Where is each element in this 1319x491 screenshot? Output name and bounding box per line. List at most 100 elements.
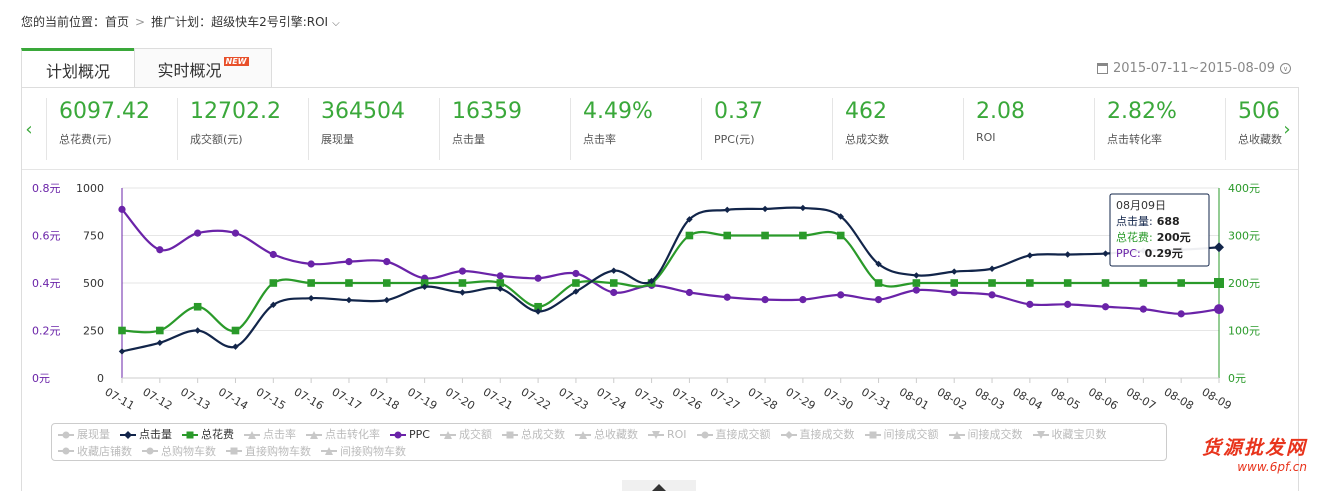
metric-total-favorites[interactable]: 506 总收藏数 <box>1225 98 1283 160</box>
metric-value: 16359 <box>452 99 522 124</box>
tooltip-row: 总花费: 200元 <box>1116 230 1191 244</box>
legend-item[interactable]: 收藏宝贝数 <box>1032 427 1107 442</box>
x-tick-label: 08-08 <box>1162 385 1196 412</box>
chevron-down-icon[interactable]: ⌵ <box>332 18 340 29</box>
metric-label: 点击量 <box>452 133 485 146</box>
legend-label: PPC <box>409 428 430 441</box>
ppc-point <box>950 288 958 297</box>
clicks-axis-tick-label: 750 <box>83 230 104 243</box>
legend-marker-icon <box>226 447 242 455</box>
metric-ppc[interactable]: 0.37 PPC(元) <box>701 98 763 160</box>
ppc-point <box>1064 300 1072 308</box>
metric-label: 展现量 <box>321 133 354 146</box>
cost-axis-tick-label: 300元 <box>1228 230 1260 243</box>
ppc-point <box>458 267 467 275</box>
legend-item[interactable]: 总成交数 <box>501 427 565 442</box>
legend-item[interactable]: 总花费 <box>182 427 234 442</box>
ppc-point <box>269 250 277 259</box>
legend-item[interactable]: 间接成交额 <box>864 427 939 442</box>
clicks-point <box>345 296 353 304</box>
legend-marker-icon <box>142 447 158 455</box>
cost-point <box>420 279 429 287</box>
watermark: 货源批发网 www.6pf.cn <box>1202 433 1307 474</box>
cost-point <box>534 302 542 311</box>
legend-item[interactable]: 直接成交数 <box>780 427 855 442</box>
clicks-point <box>307 295 315 302</box>
cost-point <box>382 279 391 287</box>
legend-item[interactable]: PPC <box>390 427 430 442</box>
tab-realtime-overview[interactable]: 实时概况 NEW <box>134 48 272 88</box>
clicks-point <box>988 265 996 272</box>
x-tick-label: 08-01 <box>897 385 931 412</box>
metric-total-orders[interactable]: 462 总成交数 <box>832 98 889 160</box>
x-tick-label: 07-26 <box>670 385 704 412</box>
x-tick-label: 07-20 <box>443 385 477 412</box>
legend-item[interactable]: 点击率 <box>244 427 296 442</box>
cost-point <box>1214 278 1224 288</box>
clicks-point <box>534 308 542 315</box>
watermark-url: www.6pf.cn <box>1237 460 1307 474</box>
metric-roi[interactable]: 2.08 ROI <box>963 98 1025 160</box>
x-tick-label: 07-16 <box>292 385 326 412</box>
x-tick-label: 07-18 <box>367 385 401 412</box>
ppc-point <box>383 258 391 266</box>
ppc-point <box>231 229 240 237</box>
legend-item[interactable]: 直接购物车数 <box>226 444 311 459</box>
ppc-point <box>1214 304 1224 315</box>
new-badge: NEW <box>223 57 249 66</box>
tab-realtime-overview-label: 实时概况 <box>157 60 222 80</box>
breadcrumb-label: 您的当前位置： <box>21 15 106 29</box>
clicks-point <box>724 206 731 214</box>
legend-marker-icon <box>647 430 664 439</box>
metric-conversion-rate[interactable]: 2.82% 点击转化率 <box>1094 98 1177 160</box>
metric-total-cost[interactable]: 6097.42 总花费(元) <box>46 98 150 160</box>
date-range-picker[interactable]: 2015-07-11~2015-08-09 ∨ <box>1097 61 1291 76</box>
legend-item[interactable]: ROI <box>647 427 687 442</box>
legend-marker-icon <box>696 431 713 438</box>
legend-item[interactable]: 成交额 <box>439 427 492 442</box>
legend-item[interactable]: 总购物车数 <box>142 444 216 459</box>
metric-value: 506 <box>1238 99 1280 124</box>
x-tick-label: 07-23 <box>556 385 590 412</box>
metric-value: 6097.42 <box>59 99 150 124</box>
cost-point <box>874 279 883 287</box>
ppc-point <box>685 288 694 297</box>
metric-ctr[interactable]: 4.49% 点击率 <box>570 98 653 160</box>
legend-item[interactable]: 点击量 <box>120 427 172 442</box>
metric-clicks[interactable]: 16359 点击量 <box>439 98 522 160</box>
legend-item[interactable]: 间接成交数 <box>948 427 1023 442</box>
clicks-point <box>1026 252 1034 259</box>
x-tick-label: 08-06 <box>1086 385 1120 412</box>
clicks-point <box>270 301 277 309</box>
metric-transaction-amount[interactable]: 12702.2 成交额(元) <box>177 98 281 160</box>
cost-point <box>156 326 164 335</box>
legend-item[interactable]: 收藏店铺数 <box>58 444 132 459</box>
cost-point <box>799 231 807 240</box>
collapse-up-icon[interactable] <box>652 484 666 491</box>
legend-item[interactable]: 展现量 <box>58 427 110 442</box>
legend-item[interactable]: 间接购物车数 <box>321 444 406 459</box>
breadcrumb-home-link[interactable]: 首页 <box>105 15 130 29</box>
tab-plan-overview[interactable]: 计划概况 <box>21 48 135 88</box>
breadcrumb-plan[interactable]: 推广计划：超级快车2号引擎:ROI <box>151 15 329 29</box>
cost-series-line <box>121 230 1219 334</box>
legend-item[interactable]: 点击转化率 <box>306 427 380 442</box>
ppc-point <box>1026 300 1034 308</box>
cost-point <box>1177 279 1185 287</box>
cost-point <box>609 279 618 287</box>
chevron-left-icon[interactable]: ‹ <box>25 118 33 140</box>
metric-impressions[interactable]: 364504 展现量 <box>308 98 405 160</box>
clicks-axis-tick-label: 250 <box>83 325 104 338</box>
legend-item[interactable]: 直接成交额 <box>696 427 771 442</box>
chevron-right-icon[interactable]: › <box>1283 118 1291 140</box>
cost-point <box>761 231 769 240</box>
clicks-point <box>648 277 655 285</box>
clicks-point <box>118 348 126 355</box>
x-tick-label: 08-02 <box>935 385 969 412</box>
legend-item[interactable]: 总收藏数 <box>574 427 638 442</box>
ppc-point <box>837 291 845 299</box>
metrics-bar: ‹ 6097.42 总花费(元) 12702.2 成交额(元) 364504 展… <box>22 88 1298 170</box>
clicks-axis-tick-label: 500 <box>83 277 104 290</box>
tooltip-row: 点击量: 688 <box>1116 215 1180 228</box>
chevron-down-icon: ∨ <box>1280 63 1291 74</box>
